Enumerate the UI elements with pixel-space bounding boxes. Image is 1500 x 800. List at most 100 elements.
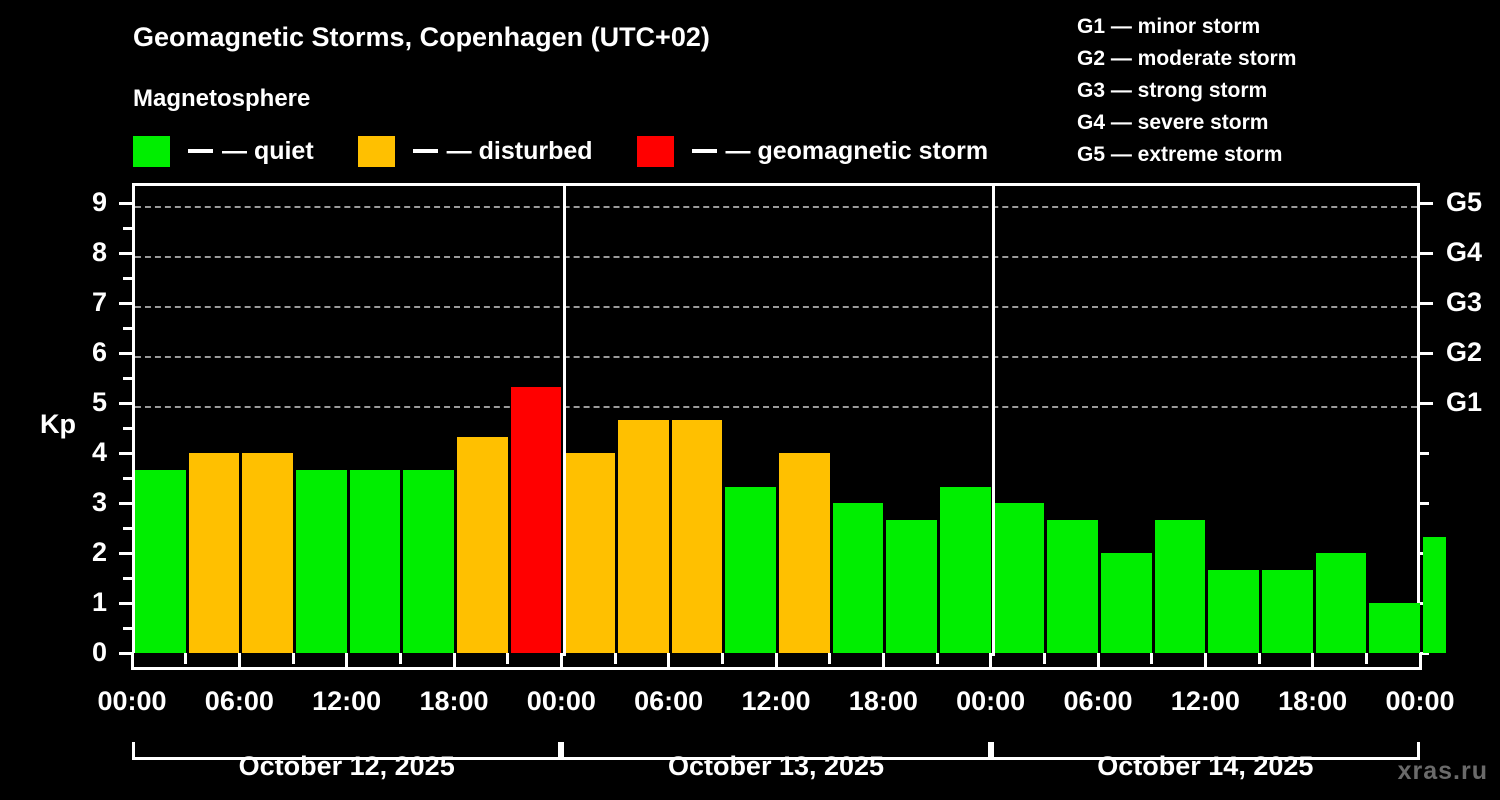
x-axis-label: 00:00 bbox=[956, 686, 1026, 716]
g-tick-label-g3: G3 bbox=[1446, 287, 1483, 317]
x-tick-minor bbox=[398, 653, 402, 664]
color-legend: — quiet — disturbed — geomagnetic storm bbox=[133, 133, 988, 169]
legend-item-quiet: — quiet bbox=[133, 135, 314, 167]
x-axis-label: 00:00 bbox=[97, 686, 167, 716]
g-scale-row-g4: G4 — severe storm bbox=[1077, 111, 1269, 134]
g-scale-row-g5: G5 — extreme storm bbox=[1077, 143, 1283, 166]
bar-quiet[interactable] bbox=[1208, 569, 1259, 653]
bar-quiet[interactable] bbox=[296, 469, 347, 653]
day-label: October 12, 2025 bbox=[238, 751, 455, 781]
x-tick-major bbox=[345, 653, 349, 670]
g-minor-tick bbox=[1420, 652, 1429, 655]
g-scale-row-g2: G2 — moderate storm bbox=[1077, 47, 1297, 70]
x-axis-label: 18:00 bbox=[1278, 686, 1348, 716]
day-bracket bbox=[561, 742, 991, 760]
legend-dash-storm bbox=[691, 149, 717, 153]
bar-disturbed[interactable] bbox=[457, 436, 508, 653]
plot-area bbox=[132, 183, 1446, 656]
bar-quiet[interactable] bbox=[1101, 553, 1152, 653]
bar-quiet[interactable] bbox=[403, 469, 454, 653]
y-tick-mark-9 bbox=[119, 202, 132, 205]
g-tick-label-g2: G2 bbox=[1446, 337, 1483, 367]
bar-quiet[interactable] bbox=[1262, 569, 1313, 653]
x-tick-major bbox=[452, 653, 456, 670]
bar-quiet[interactable] bbox=[832, 503, 884, 653]
bar-disturbed[interactable] bbox=[242, 453, 293, 653]
bar-quiet[interactable] bbox=[940, 486, 991, 653]
g-minor-tick bbox=[1420, 502, 1429, 505]
x-tick-minor bbox=[1364, 653, 1368, 664]
y-minor-tick bbox=[123, 427, 132, 430]
bar-storm[interactable] bbox=[510, 386, 562, 653]
legend-item-disturbed: — disturbed bbox=[357, 135, 593, 167]
x-tick-minor bbox=[184, 653, 188, 664]
y-tick-label-2: 2 bbox=[91, 537, 107, 567]
bar-quiet[interactable] bbox=[349, 469, 401, 653]
x-tick-major bbox=[881, 653, 885, 670]
plot-inner bbox=[135, 186, 1446, 656]
y-tick-label-3: 3 bbox=[91, 487, 107, 517]
bar-quiet[interactable] bbox=[1154, 519, 1206, 653]
bar-quiet[interactable] bbox=[886, 519, 937, 653]
g-tick-mark-g1 bbox=[1420, 402, 1433, 405]
day-label: October 13, 2025 bbox=[667, 751, 885, 781]
x-tick-major bbox=[774, 653, 778, 670]
y-minor-tick bbox=[123, 577, 132, 580]
y-minor-tick bbox=[123, 627, 132, 630]
y-tick-label-8: 8 bbox=[91, 237, 107, 267]
y-minor-tick bbox=[123, 477, 132, 480]
y-tick-mark-5 bbox=[119, 402, 132, 405]
gridline-kp-5 bbox=[135, 406, 1417, 408]
g-minor-tick bbox=[1420, 452, 1429, 455]
y-tick-label-4: 4 bbox=[91, 437, 107, 467]
y-tick-mark-2 bbox=[119, 552, 132, 555]
legend-label-disturbed: — disturbed bbox=[446, 136, 593, 165]
y-tick-label-5: 5 bbox=[91, 387, 107, 417]
y-axis-title: Kp bbox=[40, 409, 76, 439]
x-tick-major bbox=[989, 653, 993, 670]
bar-disturbed[interactable] bbox=[564, 453, 615, 653]
x-tick-major bbox=[1418, 653, 1422, 670]
x-axis-label: 06:00 bbox=[634, 686, 704, 716]
legend-item-storm: — geomagnetic storm bbox=[636, 135, 988, 167]
x-tick-minor bbox=[613, 653, 617, 664]
y-tick-label-0: 0 bbox=[91, 637, 107, 667]
y-tick-label-7: 7 bbox=[91, 287, 107, 317]
y-tick-mark-6 bbox=[119, 352, 132, 355]
bar-quiet[interactable] bbox=[1369, 603, 1420, 653]
x-tick-major bbox=[667, 653, 671, 670]
gridline-kp-9 bbox=[135, 206, 1417, 208]
x-tick-minor bbox=[1257, 653, 1261, 664]
bar-quiet[interactable] bbox=[1315, 553, 1367, 653]
g-tick-mark-g4 bbox=[1420, 252, 1433, 255]
day-label: October 14, 2025 bbox=[1097, 751, 1314, 781]
y-tick-label-1: 1 bbox=[91, 587, 107, 617]
y-tick-mark-1 bbox=[119, 602, 132, 605]
bar-quiet[interactable] bbox=[993, 503, 1045, 653]
bar-disturbed[interactable] bbox=[188, 453, 240, 653]
legend-dash-disturbed bbox=[412, 149, 438, 153]
x-axis-label: 12:00 bbox=[741, 686, 811, 716]
bar-disturbed[interactable] bbox=[779, 453, 830, 653]
legend-label-quiet: — quiet bbox=[222, 136, 314, 165]
g-tick-mark-g5 bbox=[1420, 202, 1433, 205]
g-tick-label-g5: G5 bbox=[1446, 187, 1483, 217]
bar-disturbed[interactable] bbox=[618, 419, 669, 653]
bar-disturbed[interactable] bbox=[671, 419, 723, 653]
legend-swatch-disturbed bbox=[357, 135, 395, 167]
bar-quiet[interactable] bbox=[1423, 536, 1446, 653]
x-tick-minor bbox=[935, 653, 939, 664]
g-tick-mark-g2 bbox=[1420, 352, 1433, 355]
bar-quiet[interactable] bbox=[1047, 519, 1098, 653]
y-tick-label-6: 6 bbox=[91, 337, 107, 367]
magnetosphere-section-label: Magnetosphere bbox=[133, 85, 311, 112]
y-tick-mark-8 bbox=[119, 252, 132, 255]
x-tick-minor bbox=[1042, 653, 1046, 664]
bar-quiet[interactable] bbox=[725, 486, 776, 653]
bar-quiet[interactable] bbox=[135, 469, 186, 653]
g-scale-legend: G1 — minor storm G2 — moderate storm G3 … bbox=[1077, 11, 1296, 171]
bar-series bbox=[135, 386, 1446, 653]
x-tick-minor bbox=[291, 653, 295, 664]
x-tick-minor bbox=[1150, 653, 1154, 664]
g-tick-label-g1: G1 bbox=[1446, 387, 1483, 417]
